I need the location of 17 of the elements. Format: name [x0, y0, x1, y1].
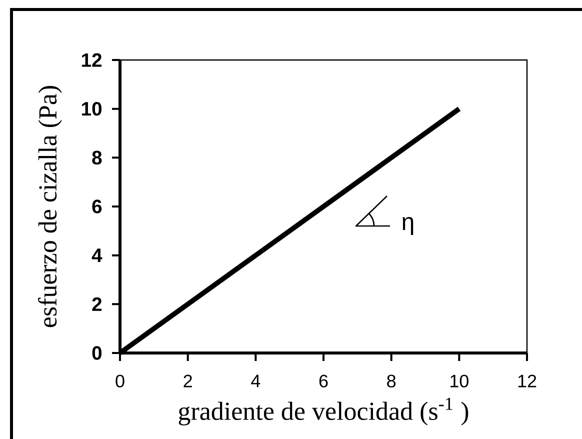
annotation: η [402, 217, 414, 235]
x-tick-label: 6 [319, 374, 328, 388]
y-tick-label: 0 [92, 346, 102, 360]
y-tick-label: 6 [92, 200, 102, 214]
y-tick-label: 10 [82, 102, 102, 116]
x-axis-title: gradiente de velocidad (s$^{-1}$ ) [178, 398, 468, 426]
x-tick-label: 12 [518, 374, 536, 388]
x-tick-label: 2 [184, 374, 192, 388]
y-tick-label: 8 [92, 150, 102, 164]
x-tick-label: 0 [116, 374, 124, 388]
y-tick-label: 4 [92, 248, 102, 262]
x-tick-label: 10 [450, 374, 468, 388]
y-tick-label: 12 [82, 53, 102, 67]
x-tick-label: 4 [251, 374, 260, 388]
x-tick-label: 8 [387, 374, 396, 388]
y-axis-title: esfuerzo de cizalla (Pa) [38, 86, 62, 328]
y-tick-label: 2 [92, 297, 102, 311]
